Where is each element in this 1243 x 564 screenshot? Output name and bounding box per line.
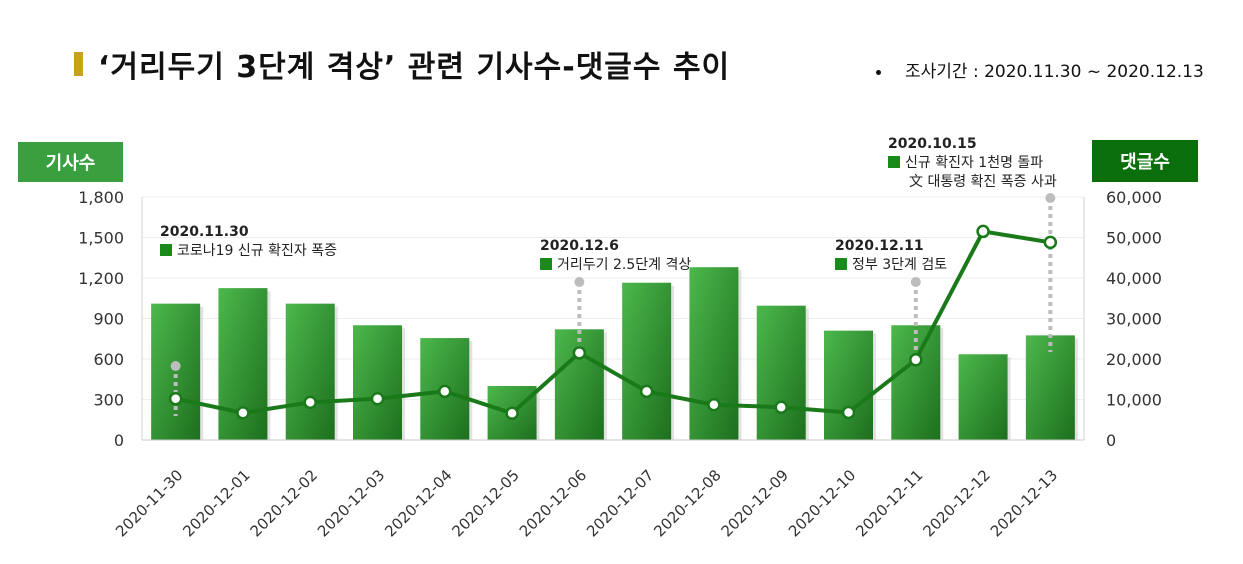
x-tick-label: 2020-12-01 <box>179 466 253 540</box>
comments-point <box>303 395 317 410</box>
bar <box>622 282 672 440</box>
comments-point <box>909 353 923 367</box>
comments-point <box>505 406 519 421</box>
annotation-text: 코로나19 신규 확진자 폭증 <box>177 243 337 259</box>
y-right-tick-label: 10,000 <box>1106 391 1162 410</box>
comments-point <box>707 398 721 412</box>
comments-point <box>841 405 856 420</box>
annotation-guide-dot <box>910 277 921 287</box>
annotation-guide-dot <box>1045 193 1056 203</box>
x-tick-label: 2020-12-03 <box>314 466 388 540</box>
bar <box>1025 335 1075 440</box>
bar <box>824 330 873 440</box>
x-tick-label: 2020-12-08 <box>650 466 724 540</box>
x-tick-label: 2020-12-04 <box>381 466 455 540</box>
y-left-tick-label: 1,200 <box>78 269 124 288</box>
annotation-text: 文 대통령 확진 폭증 사과 <box>909 174 1057 190</box>
annotation-square-icon <box>888 156 900 168</box>
bar <box>756 305 806 440</box>
x-tick-label: 2020-12-09 <box>718 466 792 540</box>
annotation-date: 2020.12.11 <box>835 238 924 254</box>
comments-point <box>572 346 587 360</box>
title-marker <box>74 52 83 76</box>
comments-point <box>774 400 788 414</box>
comments-point <box>639 384 654 399</box>
annotation-date: 2020.10.15 <box>888 136 977 152</box>
comments-point <box>438 384 452 399</box>
bar <box>285 303 335 440</box>
comments-point <box>236 406 250 420</box>
x-tick-label: 2020-12-05 <box>449 466 523 540</box>
bar <box>353 325 402 440</box>
y-left-tick-label: 900 <box>93 310 124 329</box>
bar <box>554 329 604 440</box>
annotation-guide-dot <box>170 361 181 371</box>
x-tick-label: 2020-12-06 <box>516 466 590 540</box>
y-right-tick-label: 40,000 <box>1106 269 1162 288</box>
annotation-date: 2020.11.30 <box>160 224 249 240</box>
x-tick-label: 2020-12-07 <box>583 466 657 540</box>
survey-period-text: 조사기간 : 2020.11.30 ~ 2020.12.13 <box>905 62 1204 82</box>
x-tick-label: 2020-12-12 <box>920 466 994 540</box>
comments-point <box>370 391 385 406</box>
x-tick-label: 2020-12-11 <box>852 466 926 540</box>
annotation-text: 신규 확진자 1천명 돌파 <box>905 155 1043 171</box>
annotation-text: 거리두기 2.5단계 격상 <box>557 257 691 273</box>
comments-point <box>168 391 183 406</box>
annotation-square-icon <box>835 258 847 270</box>
annotation-square-icon <box>540 258 552 270</box>
y-left-tick-label: 0 <box>114 431 124 450</box>
annotation-square-icon <box>160 244 172 256</box>
bullet-icon <box>876 69 881 75</box>
y-right-tick-label: 60,000 <box>1106 188 1162 207</box>
y-right-tick-label: 50,000 <box>1106 229 1162 248</box>
y-right-tick-label: 30,000 <box>1106 310 1162 329</box>
x-tick-label: 2020-12-10 <box>785 466 859 540</box>
y-right-tick-label: 0 <box>1106 431 1116 450</box>
bar <box>891 325 941 440</box>
x-tick-label: 2020-12-13 <box>987 466 1061 540</box>
y-left-tick-label: 1,500 <box>78 229 124 248</box>
left-axis-label: 기사수 <box>18 142 123 182</box>
bar <box>151 303 201 440</box>
comments-point <box>1043 235 1058 250</box>
annotation-date: 2020.12.6 <box>540 238 619 254</box>
comments-line <box>175 229 1051 416</box>
y-left-tick-label: 300 <box>93 391 124 410</box>
y-left-tick-label: 1,800 <box>78 188 124 207</box>
comments-point <box>976 224 990 239</box>
bar <box>958 354 1008 440</box>
x-tick-label: 2020-12-02 <box>247 466 321 540</box>
x-tick-label: 2020-11-30 <box>112 466 186 540</box>
survey-period: 조사기간 : 2020.11.30 ~ 2020.12.13 <box>876 57 1204 82</box>
annotation-guide-dot <box>574 277 585 287</box>
y-right-tick-label: 20,000 <box>1106 350 1162 369</box>
page-title: ‘거리두기 3단계 격상’ 관련 기사수-댓글수 추이 <box>98 50 731 85</box>
y-left-tick-label: 600 <box>93 350 124 369</box>
annotation-text: 정부 3단계 검토 <box>852 257 947 273</box>
bar <box>689 267 739 440</box>
right-axis-label: 댓글수 <box>1092 140 1198 182</box>
